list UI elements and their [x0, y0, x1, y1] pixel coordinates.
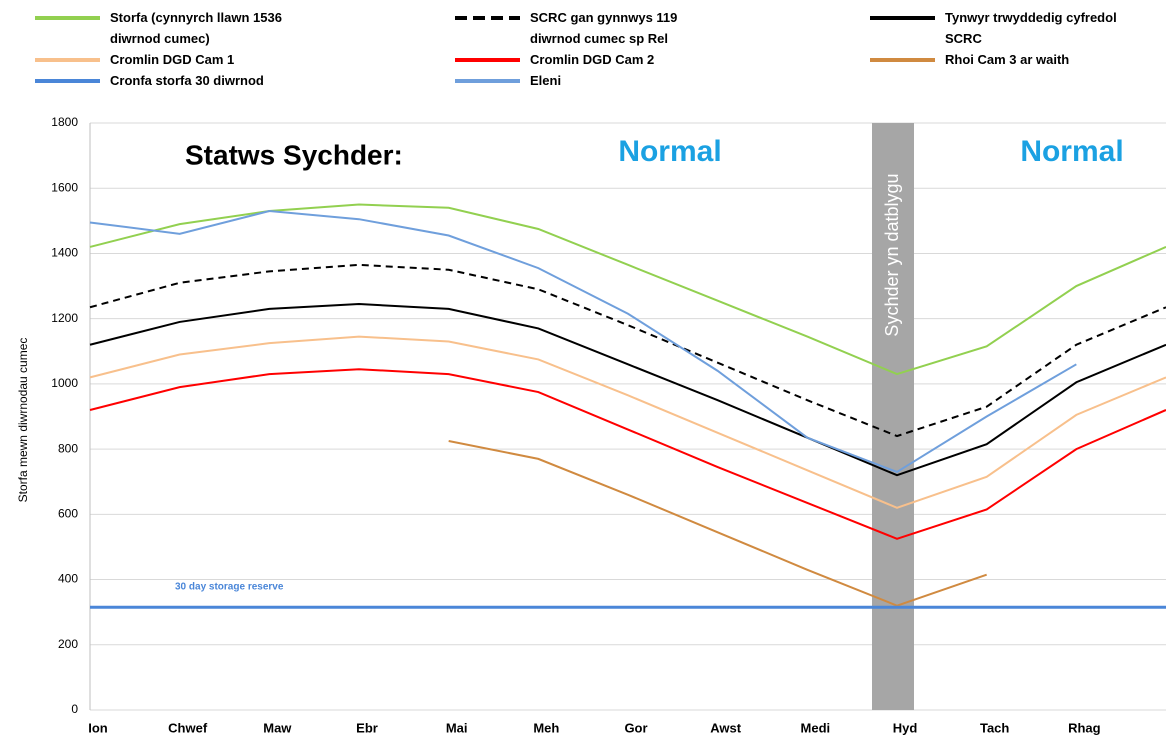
- x-tick-label: Awst: [710, 720, 741, 735]
- legend-label: Storfa (cynnyrch llawn 1536 diwrnod cume…: [110, 10, 282, 46]
- status-value: Normal: [618, 135, 721, 168]
- x-tick-label: Ebr: [356, 720, 378, 735]
- y-tick-label: 800: [58, 441, 78, 455]
- band-label: Sychder yn datblygu: [882, 173, 902, 336]
- x-tick-label: Tach: [980, 720, 1009, 735]
- y-tick-label: 1400: [51, 246, 78, 260]
- series-line: [448, 439, 987, 607]
- legend-swatch: [35, 79, 100, 83]
- series-line: [89, 368, 1166, 540]
- legend-label: Tynwyr trwyddedig cyfredol SCRC: [945, 10, 1117, 46]
- y-axis-label: Storfa mewn diwrnodau cumec: [16, 338, 30, 503]
- x-tick-label: Medi: [801, 720, 831, 735]
- x-tick-label: Rhag: [1068, 720, 1101, 735]
- series-line: [89, 263, 1166, 438]
- legend-label: Rhoi Cam 3 ar waith: [945, 52, 1070, 67]
- y-tick-label: 0: [71, 702, 78, 716]
- series-line: [89, 210, 1077, 474]
- legend-swatch: [455, 79, 520, 83]
- x-tick-label: Meh: [533, 720, 559, 735]
- y-tick-label: 1600: [51, 180, 78, 194]
- legend-label: SCRC gan gynnwys 119 diwrnod cumec sp Re…: [530, 10, 678, 46]
- status-label: Statws Sychder:: [185, 139, 403, 170]
- series-line: [89, 335, 1166, 509]
- y-tick-label: 200: [58, 637, 78, 651]
- y-tick-label: 1800: [51, 115, 78, 129]
- x-tick-label: Ion: [88, 720, 108, 735]
- series-line: [89, 203, 1166, 376]
- legend-swatch: [35, 58, 100, 62]
- series-line: [89, 302, 1166, 477]
- x-tick-label: Gor: [624, 720, 647, 735]
- legend-label: Eleni: [530, 73, 562, 88]
- x-tick-label: Mai: [446, 720, 468, 735]
- reserve-label: 30 day storage reserve: [175, 582, 284, 593]
- x-tick-label: Hyd: [893, 720, 918, 735]
- y-tick-label: 1200: [51, 311, 78, 325]
- legend-label: Cromlin DGD Cam 2: [530, 52, 655, 67]
- legend-label: Cronfa storfa 30 diwrnod: [110, 73, 264, 88]
- legend-swatch: [870, 16, 935, 20]
- y-tick-label: 400: [58, 572, 78, 586]
- x-tick-label: Maw: [263, 720, 292, 735]
- x-tick-label: Chwef: [168, 720, 208, 735]
- legend-swatch: [455, 16, 520, 20]
- legend-swatch: [870, 58, 935, 62]
- y-tick-label: 600: [58, 507, 78, 521]
- legend-swatch: [455, 58, 520, 62]
- y-tick-label: 1000: [51, 376, 78, 390]
- status-value: Normal: [1020, 135, 1123, 168]
- legend-swatch: [35, 16, 100, 20]
- legend-label: Cromlin DGD Cam 1: [110, 52, 235, 67]
- drought-band: [872, 123, 914, 710]
